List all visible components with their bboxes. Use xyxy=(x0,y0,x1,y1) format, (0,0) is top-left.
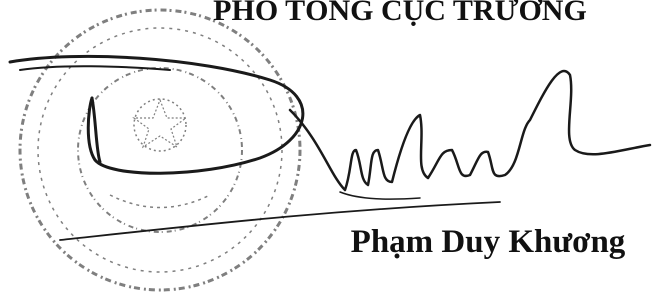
page: PHÓ TỔNG CỤC TRƯỞNG Phạm Duy Khương (() … xyxy=(0,0,670,304)
document-scan: PHÓ TỔNG CỤC TRƯỞNG Phạm Duy Khương xyxy=(0,0,670,304)
signer-name: Phạm Duy Khương xyxy=(351,224,626,260)
position-title: PHÓ TỔNG CỤC TRƯỞNG xyxy=(213,0,587,27)
